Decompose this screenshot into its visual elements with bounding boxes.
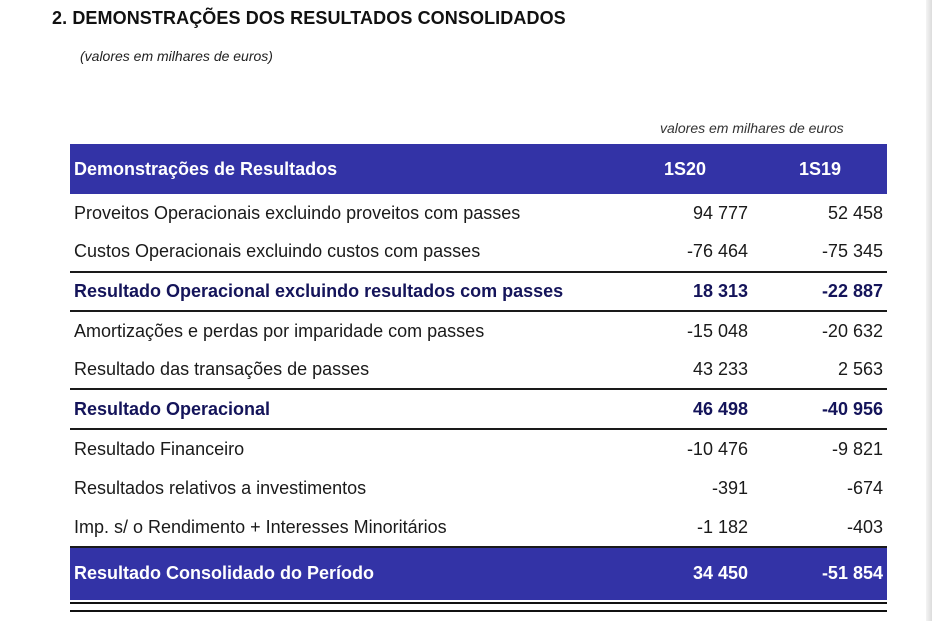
table-row-subtotal: Resultado Operacional excluindo resultad… <box>70 273 887 312</box>
section-subtitle: (valores em milhares de euros) <box>80 48 273 64</box>
units-note: valores em milhares de euros <box>660 120 844 136</box>
table-row-subtotal: Resultado Operacional 46 498 -40 956 <box>70 390 887 430</box>
header-label: Demonstrações de Resultados <box>74 158 338 179</box>
row-label: Custos Operacionais excluindo custos com… <box>74 241 481 262</box>
table-row: Imp. s/ o Rendimento + Interesses Minori… <box>70 508 887 548</box>
table-row: Resultado Financeiro -10 476 -9 821 <box>70 430 887 469</box>
row-value-1s20: -1 182 <box>696 516 748 537</box>
row-label: Imp. s/ o Rendimento + Interesses Minori… <box>74 516 447 537</box>
results-table: Demonstrações de Resultados 1S20 1S19 Pr… <box>70 144 887 612</box>
page-edge <box>926 0 932 621</box>
row-label: Resultado Operacional excluindo resultad… <box>74 280 564 301</box>
row-value-1s19: -22 887 <box>821 280 883 301</box>
row-label: Amortizações e perdas por imparidade com… <box>74 321 485 342</box>
row-value-1s20: -391 <box>711 478 748 499</box>
table-row: Custos Operacionais excluindo custos com… <box>70 233 887 273</box>
row-value-1s19: -40 956 <box>821 398 883 419</box>
table-row: Amortizações e perdas por imparidade com… <box>70 312 887 351</box>
total-value-1s19: -51 854 <box>821 563 883 584</box>
row-value-1s19: -75 345 <box>821 241 883 262</box>
row-value-1s19: 52 458 <box>827 203 883 224</box>
row-value-1s19: 2 563 <box>837 359 883 380</box>
row-value-1s19: -20 632 <box>821 321 883 342</box>
row-value-1s20: 94 777 <box>692 203 748 224</box>
section-title: 2. DEMONSTRAÇÕES DOS RESULTADOS CONSOLID… <box>52 8 566 28</box>
row-value-1s20: 46 498 <box>692 398 748 419</box>
row-value-1s20: -10 476 <box>686 438 748 459</box>
table-row: Resultado das transações de passes 43 23… <box>70 351 887 391</box>
row-label: Proveitos Operacionais excluindo proveit… <box>74 203 521 224</box>
table-header: Demonstrações de Resultados 1S20 1S19 <box>70 144 887 194</box>
row-label: Resultado Operacional <box>74 398 271 419</box>
row-label: Resultado das transações de passes <box>74 359 370 380</box>
row-value-1s20: -15 048 <box>686 321 748 342</box>
row-value-1s19: -403 <box>846 516 883 537</box>
table-row: Proveitos Operacionais excluindo proveit… <box>70 194 887 233</box>
row-value-1s19: -9 821 <box>831 438 883 459</box>
row-label: Resultado Financeiro <box>74 438 245 459</box>
row-value-1s20: 18 313 <box>692 280 748 301</box>
row-value-1s19: -674 <box>846 478 883 499</box>
row-value-1s20: 43 233 <box>692 359 748 380</box>
row-label: Resultados relativos a investimentos <box>74 478 367 499</box>
total-label: Resultado Consolidado do Período <box>74 563 375 584</box>
header-col-1s19: 1S19 <box>798 158 841 179</box>
table-row: Resultados relativos a investimentos -39… <box>70 469 887 508</box>
total-value-1s20: 34 450 <box>692 563 748 584</box>
table-row-total: Resultado Consolidado do Período 34 450 … <box>70 547 887 600</box>
row-value-1s20: -76 464 <box>686 241 748 262</box>
header-col-1s20: 1S20 <box>663 158 706 179</box>
double-rule-divider <box>70 601 887 612</box>
